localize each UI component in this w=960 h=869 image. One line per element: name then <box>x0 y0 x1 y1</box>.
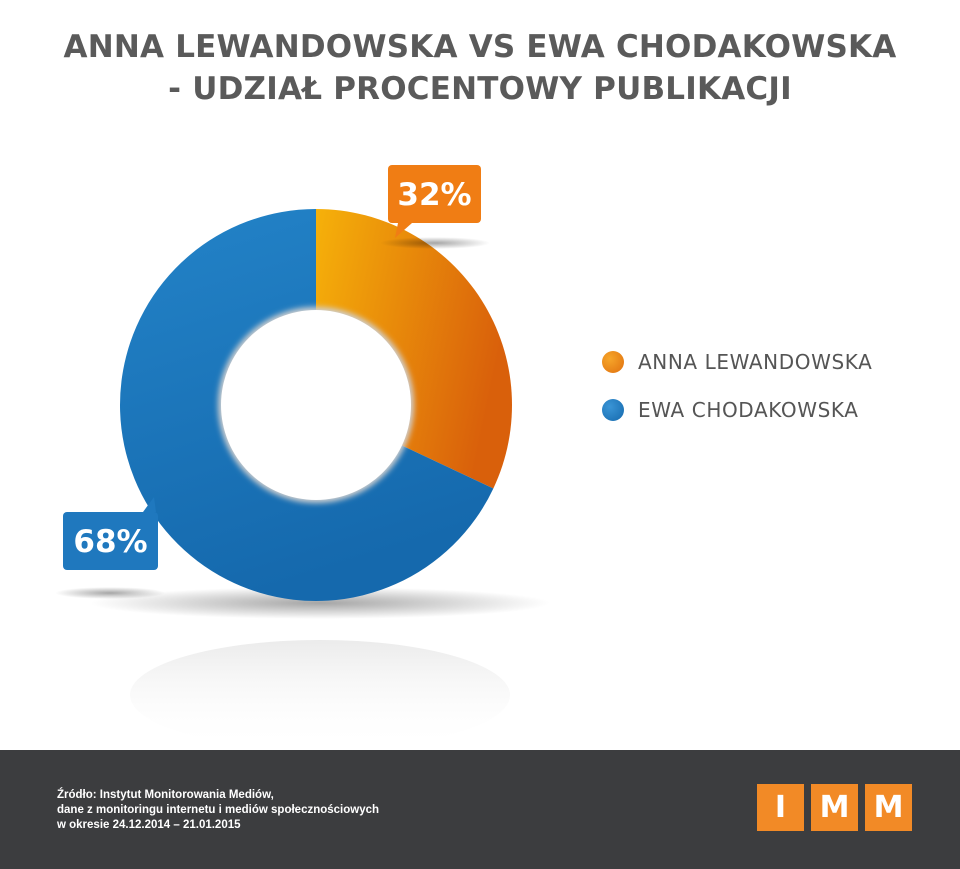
source-line-1: Źródło: Instytut Monitorowania Mediów, <box>57 789 274 801</box>
chart-title-line-2: - UDZIAŁ PROCENTOWY PUBLIKACJI <box>168 71 792 107</box>
chart-title-line-1: ANNA LEWANDOWSKA VS EWA CHODAKOWSKA <box>63 29 897 65</box>
logo-tile-i: I <box>757 784 804 831</box>
footer-bar: Źródło: Instytut Monitorowania Mediów, d… <box>0 750 960 869</box>
imm-logo: I M M <box>757 784 912 831</box>
data-label-32-box <box>388 165 481 223</box>
legend: ANNA LEWANDOWSKA EWA CHODAKOWSKA <box>602 338 872 434</box>
donut-chart: 32% 68% <box>55 165 550 750</box>
donut-hole <box>221 310 411 500</box>
data-label-32-shadow <box>380 237 490 249</box>
data-label-68: 68% <box>73 524 147 560</box>
source-note: Źródło: Instytut Monitorowania Mediów, d… <box>57 788 379 833</box>
legend-item-ewa: EWA CHODAKOWSKA <box>602 386 872 434</box>
legend-swatch-blue-icon <box>602 399 624 421</box>
source-line-2: dane z monitoringu internetu i mediów sp… <box>57 804 380 816</box>
chart-title: ANNA LEWANDOWSKA VS EWA CHODAKOWSKA - UD… <box>0 26 960 110</box>
logo-tile-m2: M <box>865 784 912 831</box>
data-label-68-box <box>63 512 158 570</box>
data-label-68-pointer <box>143 497 156 512</box>
legend-label-ewa: EWA CHODAKOWSKA <box>638 398 859 422</box>
donut-shadow <box>90 587 550 619</box>
legend-label-anna: ANNA LEWANDOWSKA <box>638 350 873 374</box>
data-label-32: 32% <box>397 177 471 213</box>
logo-tile-m1: M <box>811 784 858 831</box>
data-label-68-shadow <box>55 587 165 599</box>
legend-swatch-orange-icon <box>602 351 624 373</box>
data-label-callouts: 32% 68% <box>55 165 490 599</box>
donut-reflection <box>130 640 510 750</box>
source-line-3: w okresie 24.12.2014 – 21.01.2015 <box>57 819 241 831</box>
data-label-32-pointer <box>395 223 412 238</box>
legend-item-anna: ANNA LEWANDOWSKA <box>602 338 872 386</box>
